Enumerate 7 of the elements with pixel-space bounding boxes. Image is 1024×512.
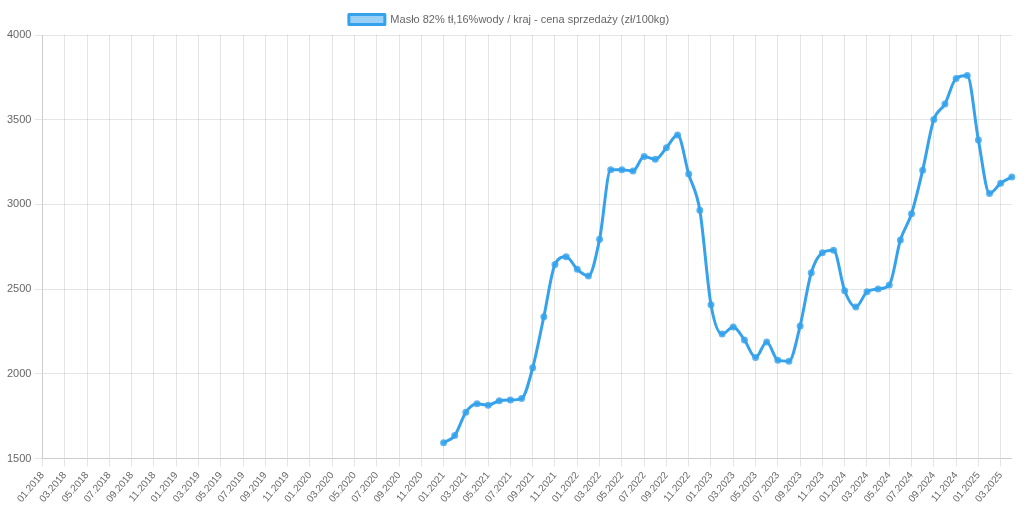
y-tick-label: 2000 [6,366,32,379]
y-tick-label: 1500 [6,451,32,464]
y-tick-label: 4000 [6,28,32,41]
legend-label: Masło 82% tł,16%wody / kraj - cena sprzedaży (zł/100kg) [390,12,670,25]
y-tick-label: 2500 [6,282,32,295]
y-tick-label: 3000 [6,197,32,210]
y-tick-label: 3500 [6,112,32,125]
